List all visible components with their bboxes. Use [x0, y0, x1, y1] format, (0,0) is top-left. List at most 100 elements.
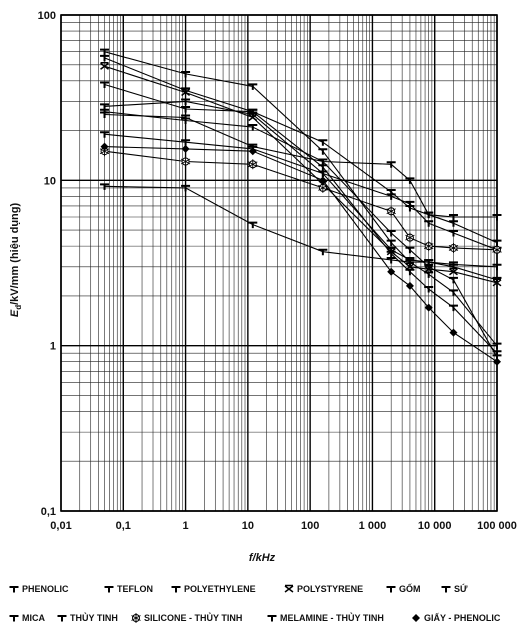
- marker-shape: [386, 161, 396, 168]
- marker-shape: [386, 247, 396, 256]
- marker-shape: [248, 143, 258, 151]
- data-point: [492, 244, 502, 255]
- legend-item: POLYSTYRENE: [284, 584, 363, 594]
- data-point: [100, 103, 110, 110]
- marker-shape: [318, 164, 328, 171]
- data-point: [386, 206, 396, 217]
- marker-shape: [318, 182, 328, 193]
- data-point: [387, 267, 396, 276]
- marker-shape: [181, 98, 191, 105]
- data-point: [386, 256, 396, 264]
- data-point: [448, 289, 458, 296]
- data-point: [100, 81, 110, 88]
- x-tick-label: 1: [183, 520, 189, 532]
- marker-shape: [131, 613, 141, 623]
- marker-shape: [492, 276, 502, 284]
- data-point: [100, 111, 110, 119]
- data-point: [492, 263, 502, 271]
- data-point: [100, 142, 109, 151]
- marker-shape: [100, 81, 110, 88]
- marker-shape: [386, 256, 396, 264]
- data-point: [181, 184, 191, 192]
- x-tick-label: 0,01: [50, 520, 71, 532]
- plot-frame: [60, 14, 498, 512]
- marker-shape: [100, 54, 110, 62]
- data-point: [424, 286, 434, 293]
- marker-shape: [387, 267, 396, 276]
- data-point: [318, 158, 328, 165]
- series-7: [100, 183, 502, 271]
- marker-shape: [386, 250, 396, 258]
- data-point: [449, 267, 458, 276]
- marker-shape: [492, 342, 502, 350]
- marker-shape: [9, 615, 19, 622]
- legend-label: SILICONE - THỦY TINH: [144, 612, 242, 623]
- marker-shape: [181, 88, 191, 97]
- y-tick-label: 1: [50, 341, 56, 353]
- marker-shape: [492, 239, 502, 247]
- legend-item: TEFLON: [104, 584, 153, 594]
- x-axis-title: f/kHz: [249, 552, 276, 564]
- marker-shape: [100, 103, 110, 110]
- marker-shape: [181, 106, 191, 113]
- marker-shape: [448, 289, 458, 296]
- marker-shape: [9, 586, 19, 593]
- marker-shape: [405, 200, 415, 208]
- series-10: [100, 111, 502, 361]
- data-point: [386, 193, 396, 200]
- marker-shape: [492, 350, 502, 357]
- marker-shape: [248, 221, 258, 229]
- data-point: [405, 246, 415, 254]
- data-point: [424, 303, 433, 312]
- legend-marker: [441, 586, 451, 593]
- marker-shape: [100, 61, 109, 70]
- marker-shape: [448, 261, 458, 268]
- data-point: [248, 147, 257, 156]
- marker-shape: [267, 615, 277, 622]
- marker-shape: [448, 276, 458, 284]
- data-point: [448, 242, 459, 253]
- marker-shape: [57, 615, 67, 622]
- data-point: [492, 214, 502, 221]
- data-point: [492, 276, 502, 284]
- data-point: [100, 131, 110, 138]
- legend-item: MELAMINE - THỦY TINH: [267, 612, 384, 623]
- data-point: [181, 114, 191, 121]
- marker-shape: [318, 158, 328, 165]
- data-point: [181, 106, 191, 113]
- marker-shape: [492, 278, 502, 287]
- legend-item: PHENOLIC: [9, 584, 69, 594]
- data-point: [386, 250, 396, 258]
- data-point: [405, 281, 414, 290]
- marker-shape: [492, 244, 502, 255]
- data-point: [405, 232, 415, 243]
- marker-shape: [100, 142, 109, 151]
- marker-shape: [449, 267, 458, 276]
- marker-shape: [449, 328, 458, 337]
- data-point: [318, 182, 328, 193]
- legend-item: SILICONE - THỦY TINH: [131, 612, 242, 623]
- marker-shape: [448, 220, 458, 227]
- data-point: [405, 200, 415, 208]
- y-axis-title: Ed/kV/mm (hiệu dụng): [9, 203, 23, 318]
- marker-shape: [405, 232, 415, 243]
- marker-shape: [248, 147, 257, 156]
- marker-shape: [386, 193, 396, 200]
- x-tick-label: 100 000: [477, 520, 517, 532]
- x-tick-label: 10: [242, 520, 254, 532]
- data-point: [424, 271, 434, 278]
- data-point: [386, 161, 396, 168]
- data-point: [492, 342, 502, 350]
- marker-shape: [448, 230, 458, 237]
- legend-marker: [131, 613, 141, 623]
- data-point: [318, 139, 328, 146]
- legend-label: MELAMINE - THỦY TINH: [280, 612, 384, 623]
- marker-shape: [318, 248, 328, 256]
- grid: [60, 14, 498, 512]
- data-point: [181, 144, 190, 153]
- marker-shape: [386, 206, 396, 217]
- x-tick-label: 100: [301, 520, 319, 532]
- x-tick-label: 10 000: [418, 520, 452, 532]
- marker-shape: [448, 214, 458, 221]
- data-point: [181, 70, 191, 78]
